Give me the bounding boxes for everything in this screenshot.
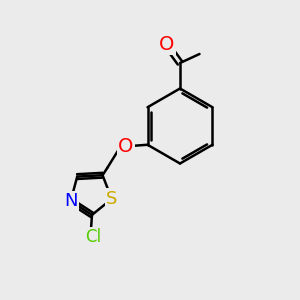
Text: O: O xyxy=(159,35,174,54)
Text: S: S xyxy=(106,190,117,208)
Text: O: O xyxy=(118,137,134,156)
Text: N: N xyxy=(64,192,77,210)
Text: Cl: Cl xyxy=(85,228,101,246)
